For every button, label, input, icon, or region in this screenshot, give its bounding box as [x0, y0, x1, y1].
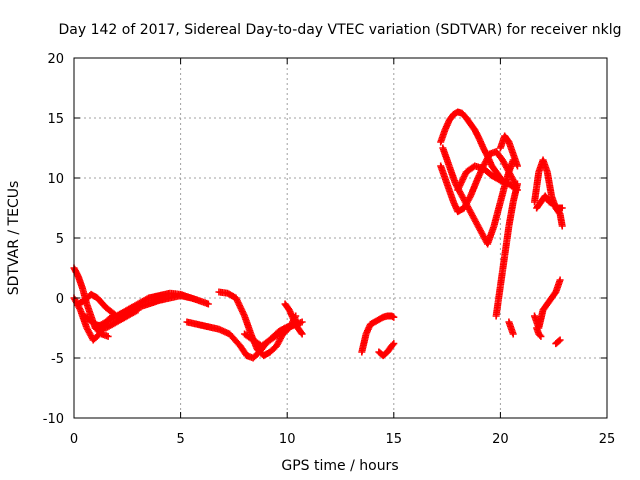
data-point	[536, 331, 544, 339]
data-point	[134, 306, 142, 314]
data-point	[558, 204, 566, 212]
series-trace-p	[492, 180, 521, 320]
x-tick-label: 25	[599, 432, 616, 447]
series-trace-q	[496, 132, 521, 170]
series-trace-j	[358, 312, 398, 356]
data-points	[70, 108, 566, 362]
data-point	[555, 337, 563, 345]
series-trace-i	[281, 300, 306, 338]
x-tick-label: 20	[492, 432, 509, 447]
data-point	[298, 318, 306, 326]
series-trace-l	[437, 108, 504, 182]
data-point	[297, 329, 305, 337]
data-point	[204, 300, 212, 308]
y-axis-title: SDTVAR / TECUs	[6, 181, 22, 296]
x-tick-label: 0	[70, 432, 78, 447]
series-trace-f	[183, 318, 302, 362]
data-point	[509, 330, 517, 338]
y-tick-label: 15	[47, 112, 64, 127]
series-trace-w	[552, 336, 564, 348]
y-tick-label: 5	[56, 232, 64, 247]
y-tick-label: 0	[56, 292, 64, 307]
series-trace-s	[531, 156, 566, 230]
series-trace-k	[375, 340, 398, 360]
series-trace-r	[505, 318, 517, 338]
series-trace-u	[531, 276, 564, 332]
data-point	[513, 162, 521, 170]
data-point	[513, 180, 521, 188]
series-trace-t	[533, 192, 566, 212]
x-tick-label: 5	[176, 432, 184, 447]
data-point	[389, 341, 397, 349]
data-point	[132, 307, 140, 315]
data-point	[390, 313, 398, 321]
data-point	[390, 340, 398, 348]
data-point	[556, 336, 564, 344]
x-tick-label: 15	[386, 432, 403, 447]
grid	[74, 58, 607, 418]
series-trace-g	[215, 288, 300, 360]
x-axis-title: GPS time / hours	[281, 458, 398, 474]
axis-ticks: 0 5 10 15 20 25 -10 -5 0 5 10 15 20	[43, 52, 616, 447]
y-tick-label: 20	[47, 52, 64, 67]
data-point	[556, 276, 564, 284]
data-point	[537, 332, 545, 340]
y-tick-label: -5	[51, 352, 64, 367]
series-trace-o	[454, 162, 521, 194]
data-point	[187, 294, 195, 302]
data-point	[298, 330, 306, 338]
series-trace-e	[81, 306, 142, 332]
series-trace-v	[533, 324, 545, 340]
y-tick-label: 10	[47, 172, 64, 187]
data-point	[558, 222, 566, 230]
y-tick-label: -10	[43, 412, 64, 427]
x-tick-label: 10	[279, 432, 296, 447]
chart-title: Day 142 of 2017, Sidereal Day-to-day VTE…	[59, 22, 622, 38]
data-point	[104, 332, 112, 340]
